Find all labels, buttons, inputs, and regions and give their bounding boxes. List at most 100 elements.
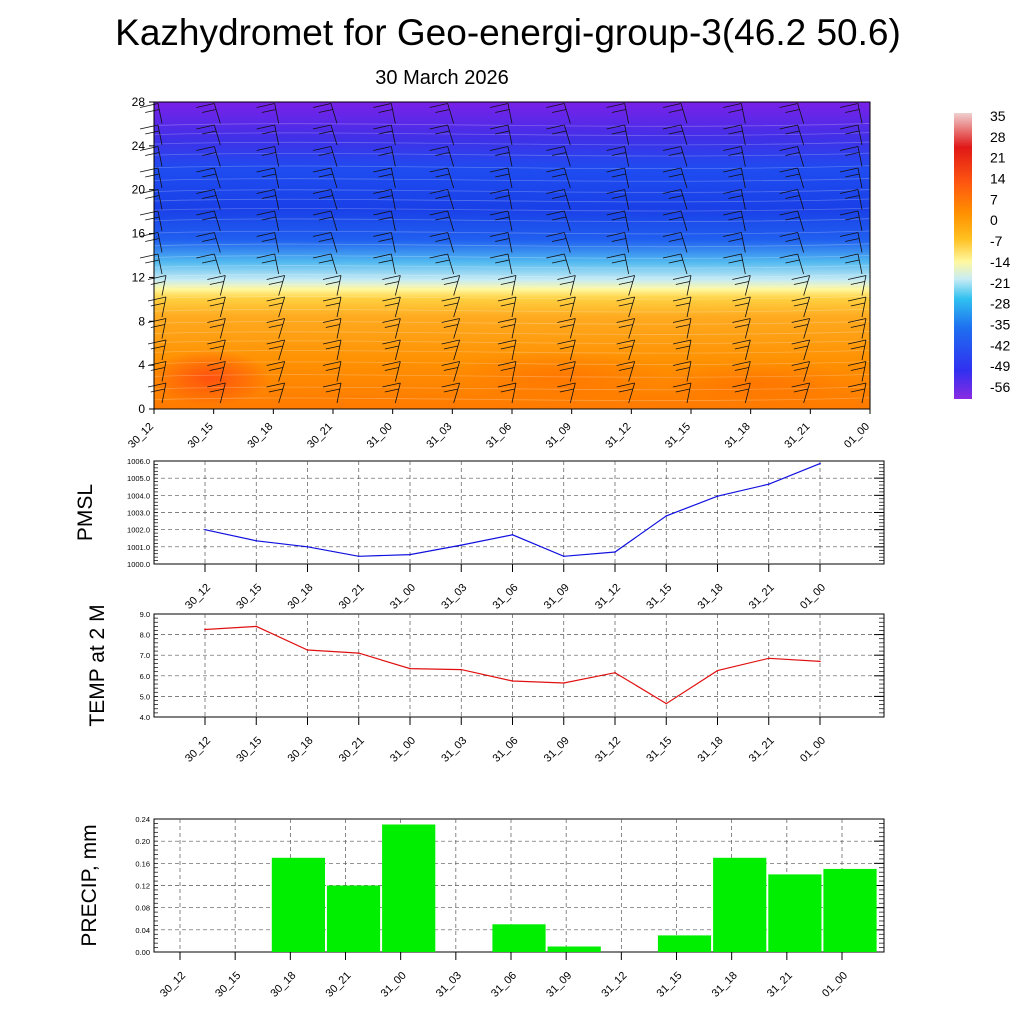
wind-barb-staff — [161, 382, 167, 404]
wind-barb-staff — [511, 275, 517, 296]
wind-barb-flag — [207, 275, 226, 280]
wind-barb-flag — [845, 152, 860, 156]
wind-barb-staff — [157, 124, 163, 146]
heatmap-contour — [153, 283, 871, 288]
wind-barb-flag — [557, 275, 576, 280]
temp-point — [460, 668, 463, 671]
wind-barb-flag — [209, 345, 224, 350]
wind-barb-flag — [791, 382, 810, 388]
y-tick-label: 0.08 — [135, 904, 150, 913]
wind-barb-flag — [785, 109, 800, 113]
y-axis-title: PRECIP, mm — [78, 824, 101, 946]
wind-barb-flag — [209, 281, 224, 285]
wind-barb-staff — [330, 210, 338, 232]
wind-barb-staff — [569, 296, 576, 318]
wind-barb-staff — [744, 361, 751, 382]
wind-barb-staff — [447, 146, 455, 167]
wind-barb-flag — [675, 281, 690, 285]
wind-barb-flag — [785, 152, 800, 156]
wind-barb-flag — [378, 216, 393, 221]
wind-barb-staff — [686, 318, 692, 339]
wind-barb-flag — [847, 275, 867, 280]
wind-barb-flag — [373, 124, 392, 130]
wind-barb-flag — [145, 195, 160, 199]
colorbar-label: 0 — [990, 212, 998, 228]
temp-point — [562, 682, 565, 684]
wind-barb-flag — [256, 146, 275, 151]
wind-barb-flag — [557, 361, 576, 366]
wind-barb-staff — [857, 253, 863, 275]
wind-barb-flag — [552, 259, 567, 264]
wind-barb-flag — [616, 296, 635, 302]
wind-barb-staff — [628, 275, 636, 296]
wind-barb-staff — [330, 232, 338, 253]
wind-barb-flag — [672, 296, 692, 302]
wind-barb-staff — [857, 210, 863, 232]
colorbar-label: 35 — [990, 108, 1006, 124]
wind-barb-flag — [546, 167, 565, 173]
x-tick-label: 31_18 — [710, 970, 740, 1000]
wind-barb-flag — [382, 296, 401, 302]
temp-point — [665, 702, 668, 705]
wind-barb-flag — [552, 173, 567, 178]
wind-barb-flag — [559, 324, 574, 328]
colorbar-ramp — [954, 113, 972, 399]
wind-barb-staff — [330, 189, 338, 210]
pmsl-point — [716, 495, 719, 497]
wind-barb-flag — [546, 253, 565, 259]
wind-barb-flag — [732, 296, 751, 302]
wind-barb-flag — [847, 296, 867, 302]
x-tick-label: 31_12 — [593, 582, 623, 612]
temp-point — [409, 667, 411, 670]
temp-panel: 4.0 5.0 6.0 7.0 8.0 9.0 30_12 30_15 30_18 30_21 31… — [86, 604, 885, 765]
temp-point — [511, 680, 514, 682]
wind-barb-staff — [624, 232, 630, 253]
wind-barb-flag — [429, 253, 448, 259]
wind-barb-staff — [161, 318, 167, 339]
wind-barb-staff — [157, 253, 163, 275]
x-tick-label: 30_18 — [268, 970, 298, 1000]
heatmap-x-tick-label: 31_09 — [544, 421, 574, 451]
pmsl-point — [665, 515, 668, 517]
wind-barb-flag — [611, 173, 626, 178]
wind-barb-staff — [447, 124, 455, 146]
wind-barb-staff — [274, 253, 280, 275]
wind-barb-flag — [318, 152, 333, 156]
wind-barb-flag — [791, 318, 810, 323]
wind-barb-flag — [723, 124, 742, 130]
wind-barb-flag — [378, 173, 393, 178]
wind-barb-staff — [857, 189, 863, 210]
wind-barb-staff — [453, 318, 461, 339]
wind-barb-staff — [394, 296, 401, 318]
wind-barb-flag — [325, 281, 340, 285]
wind-barb-staff — [330, 103, 338, 124]
wind-barb-staff — [447, 189, 455, 210]
heatmap-contour — [153, 207, 871, 212]
wind-barb-flag — [606, 146, 625, 151]
wind-barb-flag — [384, 324, 399, 328]
wind-barb-flag — [268, 367, 283, 371]
x-tick-label: 01_00 — [820, 970, 850, 1000]
wind-barb-flag — [378, 259, 393, 264]
wind-barb-staff — [740, 210, 746, 232]
wind-barb-staff — [511, 339, 517, 361]
wind-barb-flag — [500, 281, 515, 285]
wind-barb-staff — [680, 210, 688, 232]
wind-barb-flag — [728, 109, 743, 113]
pmsl-point — [511, 534, 514, 536]
wind-barb-staff — [219, 275, 226, 296]
wind-barb-staff — [507, 232, 513, 253]
wind-barb-flag — [839, 210, 859, 216]
wind-barb-flag — [322, 318, 342, 323]
wind-barb-flag — [202, 109, 217, 113]
temp-point — [614, 671, 616, 674]
wind-barb-staff — [213, 253, 221, 275]
wind-barb-flag — [435, 216, 450, 221]
wind-barb-flag — [325, 324, 340, 328]
wind-barb-staff — [569, 382, 576, 404]
wind-barb-staff — [213, 124, 221, 146]
heatmap-contour — [153, 178, 871, 182]
wind-barb-flag — [256, 189, 275, 194]
wind-barb-flag — [312, 253, 332, 259]
wind-barb-flag — [606, 103, 625, 108]
